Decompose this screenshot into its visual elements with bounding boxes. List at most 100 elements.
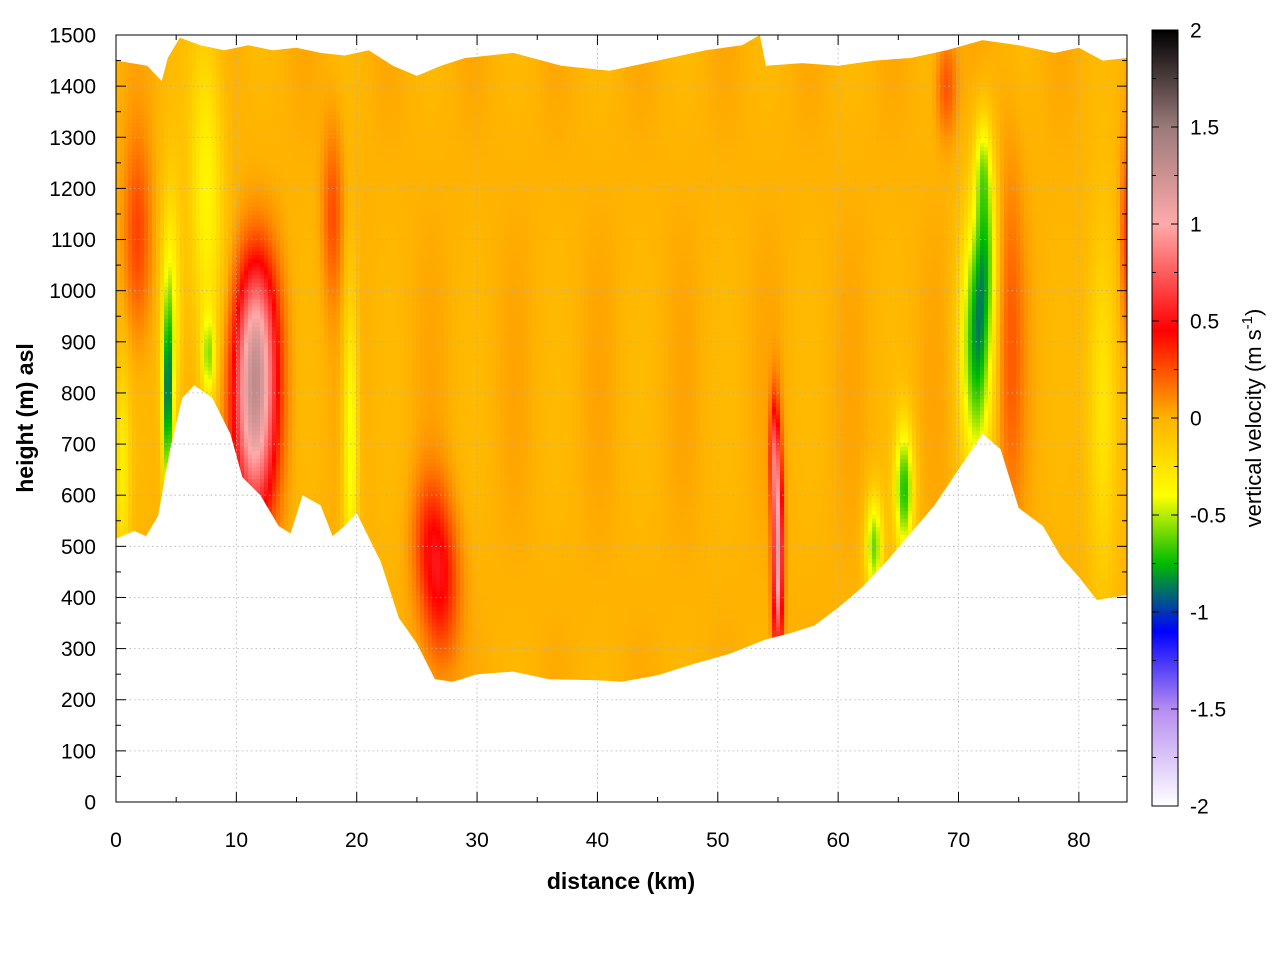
heat-cell [140, 283, 145, 288]
heat-cell [160, 247, 165, 252]
heat-cell [152, 275, 157, 280]
heat-cell [212, 351, 217, 356]
heat-cell [172, 207, 177, 212]
heat-cell [156, 319, 161, 324]
heat-cell [168, 79, 173, 84]
heat-cell [168, 255, 173, 260]
heat-cell [160, 91, 165, 96]
heat-cell [164, 375, 169, 380]
heat-cell [132, 411, 137, 416]
heat-cell [136, 75, 141, 80]
heat-cell [208, 123, 213, 128]
heat-cell [148, 363, 153, 368]
heat-cell [184, 335, 189, 340]
heat-cell [136, 151, 141, 156]
heat-cell [152, 311, 157, 316]
heat-cell [148, 419, 153, 424]
heat-cell [172, 335, 177, 340]
heat-cell [168, 171, 173, 176]
heat-cell [164, 111, 169, 116]
heat-cell [152, 251, 157, 256]
heat-cell [128, 203, 133, 208]
heat-cell [180, 199, 185, 204]
heat-cell [208, 235, 213, 240]
heat-cell [184, 291, 189, 296]
heat-cell [116, 219, 121, 224]
heat-cell [124, 147, 129, 152]
heat-cell [156, 403, 161, 408]
heat-cell [132, 275, 137, 280]
heat-cell [188, 375, 193, 380]
heat-cell [212, 91, 217, 96]
heat-cell [120, 63, 125, 68]
heat-cell [212, 327, 217, 332]
heat-cell [148, 471, 153, 476]
heat-cell [128, 387, 133, 392]
heat-cell [156, 355, 161, 360]
heat-cell [152, 307, 157, 312]
heat-cell [132, 387, 137, 392]
heat-cell [168, 295, 173, 300]
heat-cell [148, 327, 153, 332]
heat-cell [164, 419, 169, 424]
heat-cell [144, 363, 149, 368]
heat-cell [148, 299, 153, 304]
heat-cell [124, 119, 129, 124]
heat-cell [188, 131, 193, 136]
heat-cell [200, 359, 205, 364]
heat-cell [216, 371, 221, 376]
heat-cell [124, 263, 129, 268]
heat-cell [132, 427, 137, 432]
heat-cell [204, 323, 209, 328]
heat-cell [136, 67, 141, 72]
heat-cell [216, 247, 221, 252]
heat-cell [124, 455, 129, 460]
heat-cell [160, 163, 165, 168]
heat-cell [132, 143, 137, 148]
heat-cell [128, 167, 133, 172]
heat-cell [120, 183, 125, 188]
heat-cell [184, 187, 189, 192]
heat-cell [132, 147, 137, 152]
heat-cell [212, 231, 217, 236]
heat-cell [144, 83, 149, 88]
heat-cell [188, 43, 193, 48]
heat-cell [188, 119, 193, 124]
heat-cell [148, 519, 153, 524]
heat-cell [116, 247, 121, 252]
heat-cell [176, 379, 181, 384]
heat-cell [160, 303, 165, 308]
heat-cell [136, 315, 141, 320]
heat-cell [116, 359, 121, 364]
heat-cell [208, 259, 213, 264]
heat-cell [128, 351, 133, 356]
heat-cell [216, 307, 221, 312]
heat-cell [160, 343, 165, 348]
heat-cell [204, 351, 209, 356]
heat-cell [200, 319, 205, 324]
heat-cell [180, 271, 185, 276]
heat-cell [212, 311, 217, 316]
heat-cell [136, 359, 141, 364]
heat-cell [124, 115, 129, 120]
heat-cell [176, 219, 181, 224]
heat-cell [200, 283, 205, 288]
heat-cell [180, 267, 185, 272]
heat-cell [216, 195, 221, 200]
heat-cell [204, 107, 209, 112]
heat-cell [120, 207, 125, 212]
heat-cell [160, 415, 165, 420]
heat-cell [188, 203, 193, 208]
heat-cell [148, 275, 153, 280]
heat-cell [176, 163, 181, 168]
heat-cell [184, 371, 189, 376]
heat-cell [208, 367, 213, 372]
heat-cell [128, 127, 133, 132]
heat-cell [140, 147, 145, 152]
heat-cell [196, 311, 201, 316]
heat-cell [132, 351, 137, 356]
heat-cell [168, 215, 173, 220]
heat-cell [136, 199, 141, 204]
heat-cell [188, 327, 193, 332]
heat-cell [148, 243, 153, 248]
